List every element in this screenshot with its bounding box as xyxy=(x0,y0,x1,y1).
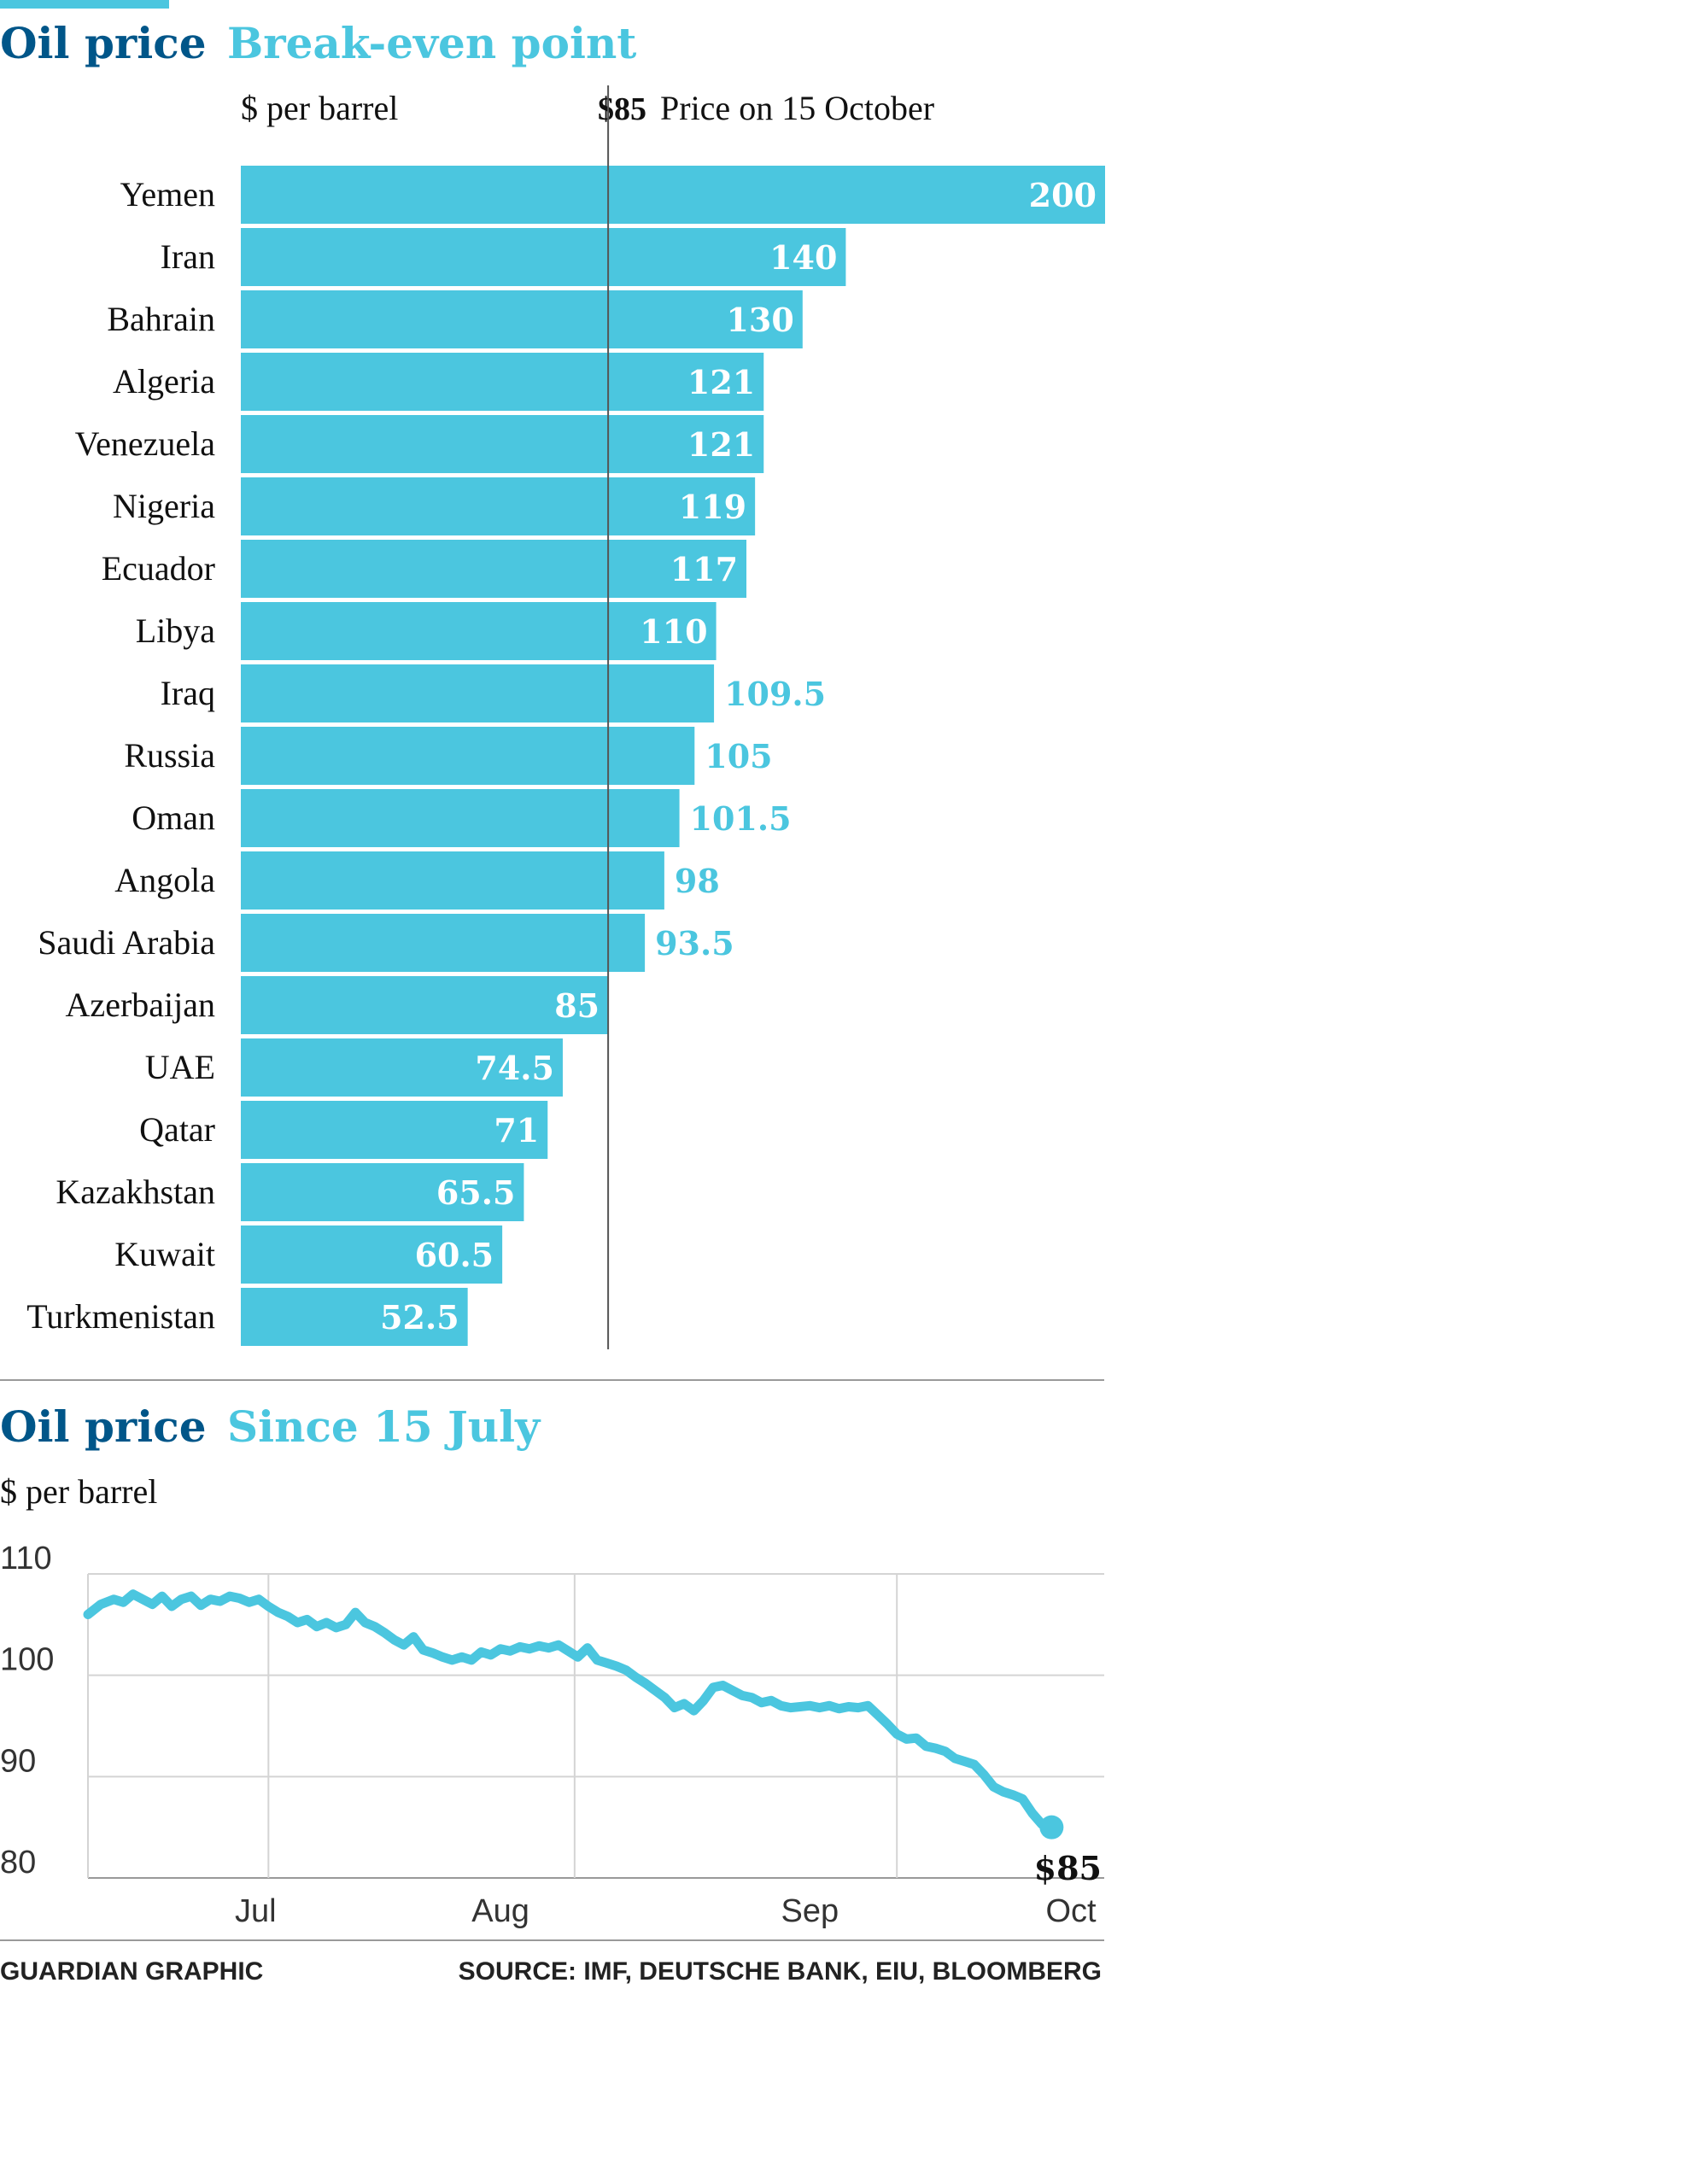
category-label-kuwait: Kuwait xyxy=(114,1235,215,1273)
bar-azerbaijan xyxy=(241,976,609,1034)
value-label-ecuador: 117 xyxy=(670,550,738,588)
value-label-kuwait: 60.5 xyxy=(415,1236,494,1274)
bar-libya xyxy=(241,602,717,660)
bar-bahrain xyxy=(241,290,803,348)
chart1-unit-label: $ per barrel xyxy=(241,89,398,127)
category-label-saudi-arabia: Saudi Arabia xyxy=(38,923,215,962)
x-label-sep: Sep xyxy=(781,1893,839,1929)
category-label-uae: UAE xyxy=(145,1048,215,1086)
chart2-title-part2: Since 15 July xyxy=(227,1401,541,1452)
bar-yemen xyxy=(241,166,1105,224)
break-even-bar-chart: Yemen 200 Iran 140 Bahrain 130 Algeria 121 Venez… xyxy=(26,85,1105,1349)
value-label-saudi-arabia: 93.5 xyxy=(655,924,734,962)
y-tick-100: 100 xyxy=(0,1642,54,1678)
category-label-yemen: Yemen xyxy=(120,175,215,214)
bar-russia xyxy=(241,727,695,785)
category-label-venezuela: Venezuela xyxy=(75,424,216,463)
category-label-kazakhstan: Kazakhstan xyxy=(56,1173,215,1211)
top-accent-bar xyxy=(0,0,169,9)
value-label-iran: 140 xyxy=(769,238,837,277)
chart2-unit-label: $ per barrel xyxy=(0,1472,157,1511)
category-label-iraq: Iraq xyxy=(161,674,215,712)
value-label-iraq: 109.5 xyxy=(724,675,826,713)
x-label-jul: Jul xyxy=(235,1893,277,1929)
chart2-title-part1: Oil price xyxy=(0,1401,207,1452)
reference-text: Price on 15 October xyxy=(660,89,934,127)
category-label-libya: Libya xyxy=(136,611,216,650)
value-label-algeria: 121 xyxy=(687,363,755,401)
footer-credit: GUARDIAN GRAPHIC xyxy=(0,1957,263,1986)
bar-iran xyxy=(241,228,846,286)
y-tick-80: 80 xyxy=(0,1845,36,1881)
category-label-oman: Oman xyxy=(132,798,215,837)
category-label-qatar: Qatar xyxy=(139,1110,215,1149)
value-label-kazakhstan: 65.5 xyxy=(436,1173,516,1212)
bar-ecuador xyxy=(241,540,747,598)
bar-saudi-arabia xyxy=(241,914,646,972)
category-label-nigeria: Nigeria xyxy=(113,487,215,525)
bar-uae xyxy=(241,1038,563,1097)
bar-angola xyxy=(241,851,664,910)
value-label-nigeria: 119 xyxy=(679,488,746,526)
end-point-marker xyxy=(1039,1815,1064,1840)
oil-price-line-chart: 110 100 90 80 Jul Aug Sep Oct $85 xyxy=(0,1541,1104,1929)
value-label-turkmenistan: 52.5 xyxy=(380,1298,459,1337)
bar-algeria xyxy=(241,353,764,411)
value-label-venezuela: 121 xyxy=(687,425,755,464)
bar-iraq xyxy=(241,664,715,722)
value-label-russia: 105 xyxy=(705,737,772,775)
value-label-yemen: 200 xyxy=(1029,176,1097,214)
category-label-russia: Russia xyxy=(124,736,215,775)
bar-oman xyxy=(241,789,680,847)
oil-price-line xyxy=(83,1589,1056,1833)
bar-qatar xyxy=(241,1101,548,1159)
bar-turkmenistan xyxy=(241,1288,468,1346)
footer-source: SOURCE: IMF, DEUTSCHE BANK, EIU, BLOOMBE… xyxy=(459,1957,1102,1986)
category-label-turkmenistan: Turkmenistan xyxy=(26,1297,215,1336)
value-label-azerbaijan: 85 xyxy=(554,986,600,1025)
value-label-libya: 110 xyxy=(640,612,707,651)
value-label-oman: 101.5 xyxy=(690,799,792,838)
bar-nigeria xyxy=(241,477,756,535)
category-label-bahrain: Bahrain xyxy=(107,300,215,338)
chart2-title: Oil price Since 15 July xyxy=(0,1401,541,1452)
value-label-uae: 74.5 xyxy=(475,1049,554,1087)
category-label-angola: Angola xyxy=(114,861,215,899)
bar-venezuela xyxy=(241,415,764,473)
category-label-iran: Iran xyxy=(161,237,215,276)
chart1-title-part2: Break-even point xyxy=(227,18,636,68)
reference-value: $85 xyxy=(598,91,646,127)
category-label-ecuador: Ecuador xyxy=(102,549,215,588)
category-label-azerbaijan: Azerbaijan xyxy=(66,986,215,1024)
x-label-aug: Aug xyxy=(471,1893,529,1929)
value-label-qatar: 71 xyxy=(494,1111,539,1149)
value-label-angola: 98 xyxy=(675,862,720,900)
category-label-algeria: Algeria xyxy=(113,362,215,401)
bar-kuwait xyxy=(241,1225,503,1284)
chart1-title: Oil price Break-even point xyxy=(0,18,636,68)
y-tick-90: 90 xyxy=(0,1743,36,1779)
chart1-title-part1: Oil price xyxy=(0,18,207,68)
end-value-label: $85 xyxy=(1034,1849,1102,1887)
chart1-reference-label: $85 Price on 15 October xyxy=(598,89,934,127)
x-label-oct: Oct xyxy=(1045,1893,1097,1929)
value-label-bahrain: 130 xyxy=(726,301,793,339)
bar-kazakhstan xyxy=(241,1163,524,1221)
y-tick-110: 110 xyxy=(0,1541,52,1576)
